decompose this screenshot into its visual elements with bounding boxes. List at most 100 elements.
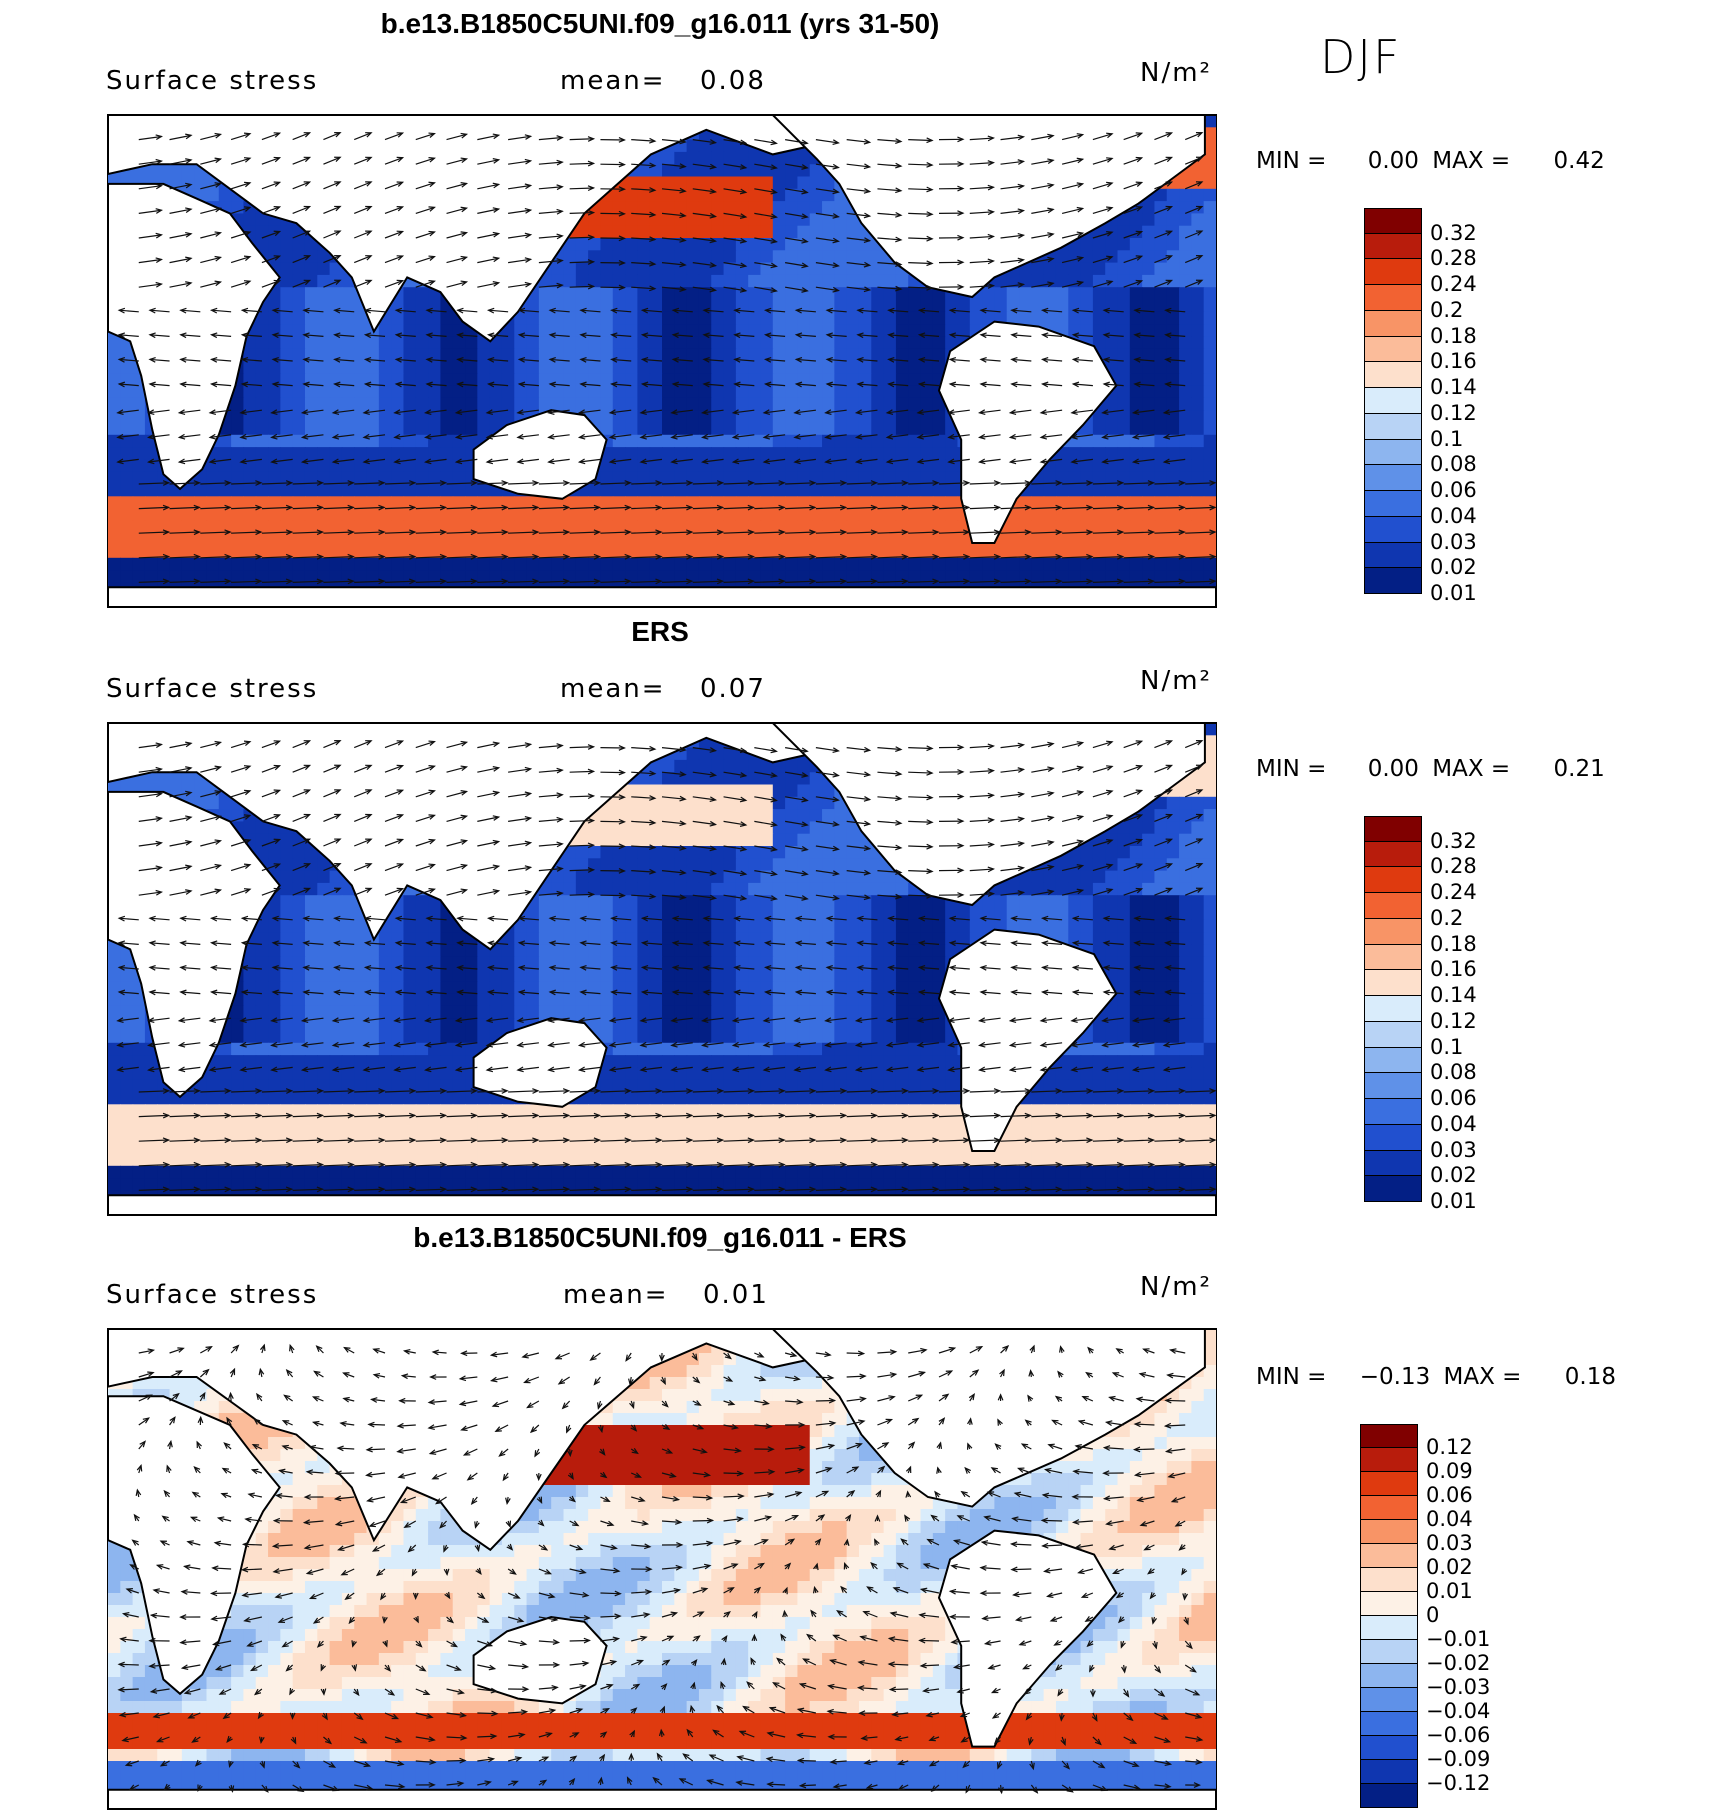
colorbar-swatch xyxy=(1364,310,1422,337)
panel-3-units: N/m² xyxy=(1140,1272,1212,1302)
continent-outline xyxy=(771,1329,1206,1508)
colorbar-swatch xyxy=(1364,516,1422,543)
colorbar-swatch xyxy=(1364,841,1422,868)
panel-3-mean-value: 0.01 xyxy=(703,1280,769,1310)
colorbar-swatch xyxy=(1360,1664,1418,1688)
panel-3-min-label: MIN = xyxy=(1256,1364,1327,1390)
continent-outline xyxy=(108,1194,1216,1215)
colorbar-tick-label: 0.01 xyxy=(1430,1189,1477,1213)
panel-1-map xyxy=(107,114,1217,608)
colorbar-tick-label: 0.24 xyxy=(1430,880,1477,905)
colorbar-tick-label: 0.08 xyxy=(1430,452,1477,477)
colorbar-swatch xyxy=(1364,1099,1422,1125)
colorbar-swatch xyxy=(1360,1496,1418,1520)
panel-1-max-label: MAX = xyxy=(1432,148,1511,174)
colorbar-swatch xyxy=(1360,1424,1418,1448)
colorbar-swatch xyxy=(1364,542,1422,569)
colorbar-frame xyxy=(1360,1424,1418,1808)
colorbar-tick-label: 0.2 xyxy=(1430,297,1464,322)
continent-outline xyxy=(937,928,1118,1152)
colorbar-tick-label: 0.03 xyxy=(1430,1137,1477,1162)
colorbar-swatch xyxy=(1360,1472,1418,1496)
panel-2-mean-label: mean= xyxy=(560,674,666,704)
colorbar-swatch xyxy=(1360,1760,1418,1784)
colorbar-swatch xyxy=(1360,1736,1418,1760)
colorbar-tick-label: 0.32 xyxy=(1430,220,1477,245)
colorbar-swatch xyxy=(1360,1688,1418,1712)
colorbar-tick-label: 0.01 xyxy=(1430,581,1477,605)
panel-1-mean-value: 0.08 xyxy=(700,66,766,96)
panel-2-min-value: 0.00 xyxy=(1367,756,1419,782)
colorbar-tick-label: 0.02 xyxy=(1430,555,1477,580)
panel-2-units: N/m² xyxy=(1140,666,1212,696)
colorbar-tick-label: 0.16 xyxy=(1430,957,1477,982)
colorbar-tick-label: 0.06 xyxy=(1426,1483,1473,1507)
continent-outline xyxy=(937,1529,1118,1748)
colorbar-swatch xyxy=(1364,944,1422,971)
panel-2-title: ERS xyxy=(631,616,689,647)
colorbar-swatch xyxy=(1360,1448,1418,1472)
colorbar-frame xyxy=(1364,816,1422,1202)
panel-2-colorbar: 0.32 0.28 0.24 0.2 0.18 0.16 0.14 0.12 0.1 0.08 0.… xyxy=(1364,816,1514,1212)
colorbar-swatch xyxy=(1364,208,1422,234)
colorbar-swatch xyxy=(1364,1150,1422,1177)
colorbar-tick-label: −0.03 xyxy=(1426,1675,1491,1699)
colorbar-swatch xyxy=(1364,816,1422,842)
colorbar-tick-label: 0.28 xyxy=(1430,246,1477,271)
colorbar-swatch xyxy=(1364,568,1422,594)
continent-outline xyxy=(771,723,1206,907)
colorbar-tick-label: 0.09 xyxy=(1426,1459,1473,1483)
colorbar-swatch xyxy=(1360,1712,1418,1736)
colorbar-swatch xyxy=(1364,259,1422,286)
colorbar-tick-label: 0.14 xyxy=(1430,375,1477,400)
panel-3-title: b.e13.B1850C5UNI.f09_g16.011 - ERS xyxy=(413,1222,907,1253)
colorbar-tick-label: −0.09 xyxy=(1426,1747,1491,1771)
colorbar-tick-label: 0.04 xyxy=(1430,503,1477,528)
continent-outline xyxy=(108,1788,1216,1809)
colorbar-swatch xyxy=(1364,362,1422,389)
colorbar-swatch xyxy=(1364,1124,1422,1151)
panel-3-variable: Surface stress xyxy=(106,1280,319,1310)
colorbar-swatch xyxy=(1364,1176,1422,1202)
colorbar-tick-label: 0.02 xyxy=(1430,1163,1477,1188)
panel-3-max-label: MAX = xyxy=(1443,1364,1522,1390)
colorbar-swatch xyxy=(1360,1616,1418,1640)
panel-2-map xyxy=(107,722,1217,1216)
colorbar-tick-label: 0.08 xyxy=(1430,1060,1477,1085)
colorbar-tick-label: 0.03 xyxy=(1426,1531,1473,1555)
colorbar-swatch xyxy=(1364,233,1422,260)
colorbar-frame xyxy=(1364,208,1422,594)
colorbar-tick-label: −0.12 xyxy=(1426,1771,1491,1795)
panel-2-max-value: 0.21 xyxy=(1553,756,1605,782)
colorbar-tick-label: −0.06 xyxy=(1426,1723,1491,1747)
colorbar-swatch xyxy=(1364,970,1422,997)
colorbar-tick-label: 0.18 xyxy=(1430,931,1477,956)
panel-2-minmax: MIN = 0.00 MAX = 0.21 xyxy=(1256,756,1605,782)
colorbar-swatch xyxy=(1360,1544,1418,1568)
colorbar-tick-label: 0.2 xyxy=(1430,905,1464,930)
colorbar-tick-label: 0.03 xyxy=(1430,529,1477,554)
continent-outline xyxy=(108,586,1216,607)
colorbar-tick-label: 0 xyxy=(1426,1603,1440,1627)
panel-1-mean-label: mean= xyxy=(560,66,666,96)
colorbar-swatch xyxy=(1364,336,1422,363)
panel-1-min-label: MIN = xyxy=(1256,148,1327,174)
colorbar-swatch xyxy=(1364,465,1422,492)
colorbar-swatch xyxy=(1360,1520,1418,1544)
continent-outline xyxy=(472,1017,608,1108)
panel-1-variable: Surface stress xyxy=(106,66,319,96)
colorbar-tick-label: 0.24 xyxy=(1430,272,1477,297)
stress-vectors xyxy=(116,740,1216,1193)
continent-outline xyxy=(472,409,608,500)
colorbar-tick-label: 0.1 xyxy=(1430,1034,1464,1059)
continent-outline xyxy=(771,115,1206,299)
colorbar-tick-label: 0.18 xyxy=(1430,323,1477,348)
colorbar-tick-label: 0.04 xyxy=(1426,1507,1473,1531)
colorbar-tick-label: −0.02 xyxy=(1426,1651,1491,1675)
colorbar-swatch xyxy=(1364,285,1422,311)
colorbar-swatch xyxy=(1364,1021,1422,1048)
panel-3-colorbar: 0.12 0.09 0.06 0.04 0.03 0.02 0.01 0 −0.01 −0.02−… xyxy=(1360,1424,1510,1808)
panel-3-min-value: −0.13 xyxy=(1359,1364,1431,1390)
colorbar-swatch xyxy=(1364,918,1422,945)
colorbar-tick-label: 0.32 xyxy=(1430,828,1477,853)
